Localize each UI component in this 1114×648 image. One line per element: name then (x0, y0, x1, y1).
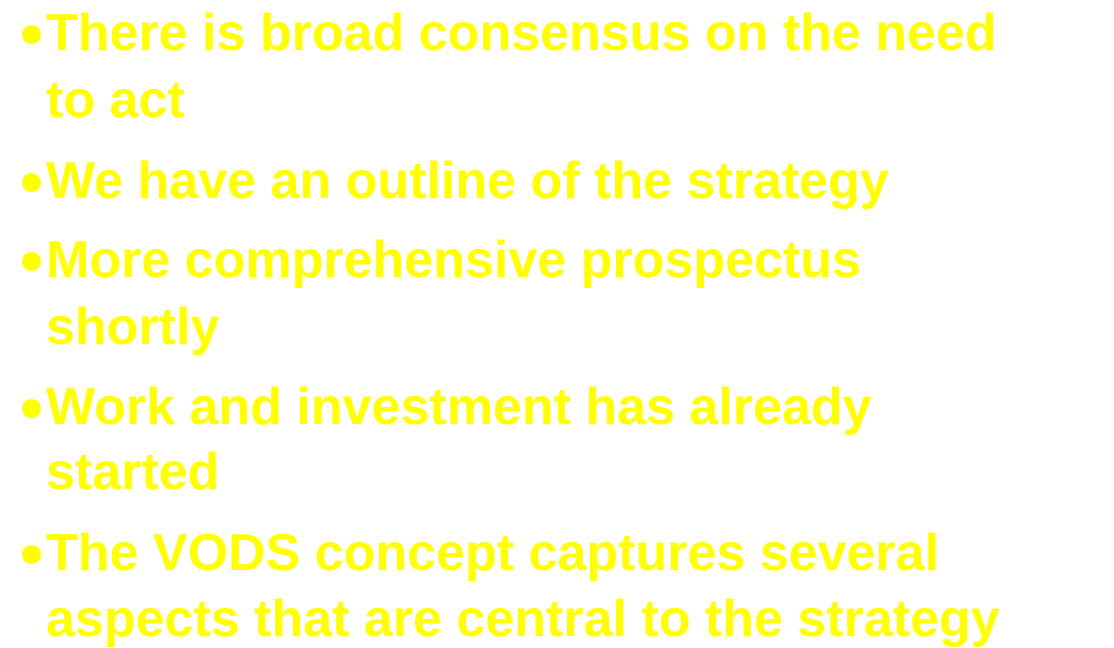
bullet-dot-icon (22, 545, 41, 564)
bullet-text-line: started (46, 443, 220, 501)
bullet-dot-icon (22, 173, 41, 192)
bullet-dot-icon (22, 252, 41, 271)
bullet-text-line: to act (46, 71, 185, 129)
bullet-text-line: There is broad consensus on the need (46, 4, 997, 62)
bullet-text-line: We have an outline of the strategy (46, 152, 889, 210)
bullet-text-line: More comprehensive prospectus (46, 231, 861, 289)
bullet-dot-icon (22, 25, 41, 44)
bullet-text-line: shortly (46, 298, 220, 356)
bullet-text-line: The VODS concept captures several (46, 524, 940, 582)
bullet-dot-icon (22, 399, 41, 418)
bullet-text-line: aspects that are central to the strategy (46, 590, 1000, 648)
bullet-text-line: Work and investment has already (46, 378, 872, 436)
